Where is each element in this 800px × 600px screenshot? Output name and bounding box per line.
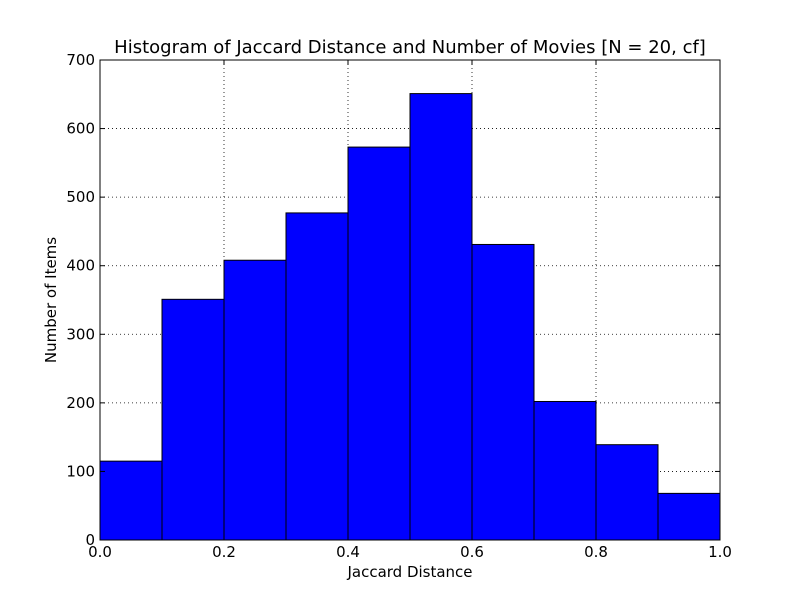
histogram-bar [471, 243, 535, 541]
axis-ticks [99, 59, 721, 541]
y-tick-label: 0 [85, 531, 95, 549]
histogram-bar [533, 400, 597, 541]
x-tick-label: 1.0 [708, 543, 732, 561]
y-tick-label: 200 [66, 394, 95, 412]
histogram-bar [285, 212, 349, 541]
histogram-bar [347, 146, 411, 541]
plot-frame [99, 59, 721, 541]
y-tick-label: 100 [66, 462, 95, 480]
y-tick-label: 500 [66, 188, 95, 206]
x-tick-label: 0.8 [584, 543, 608, 561]
histogram-bar [99, 460, 163, 541]
x-axis-label: Jaccard Distance [346, 563, 472, 581]
histogram-bar [409, 93, 473, 541]
histogram-bar [657, 492, 721, 541]
histogram-bar [595, 444, 659, 541]
x-tick-label: 0.2 [212, 543, 236, 561]
y-tick-label: 300 [66, 325, 95, 343]
bars [99, 93, 721, 541]
y-axis-label: Number of Items [42, 237, 60, 363]
x-tick-labels: 0.0 0.2 0.4 0.6 0.8 1.0 [88, 543, 732, 561]
x-tick-label: 0.6 [460, 543, 484, 561]
y-tick-label: 700 [66, 51, 95, 69]
y-tick-labels: 0 100 200 300 400 500 600 700 [66, 51, 95, 549]
histogram-bar [223, 259, 287, 541]
histogram-bar [161, 298, 225, 541]
y-tick-label: 400 [66, 257, 95, 275]
chart-title: Histogram of Jaccard Distance and Number… [114, 37, 706, 58]
y-tick-label: 600 [66, 120, 95, 138]
x-tick-label: 0.4 [336, 543, 360, 561]
x-tick-label: 0.0 [88, 543, 112, 561]
